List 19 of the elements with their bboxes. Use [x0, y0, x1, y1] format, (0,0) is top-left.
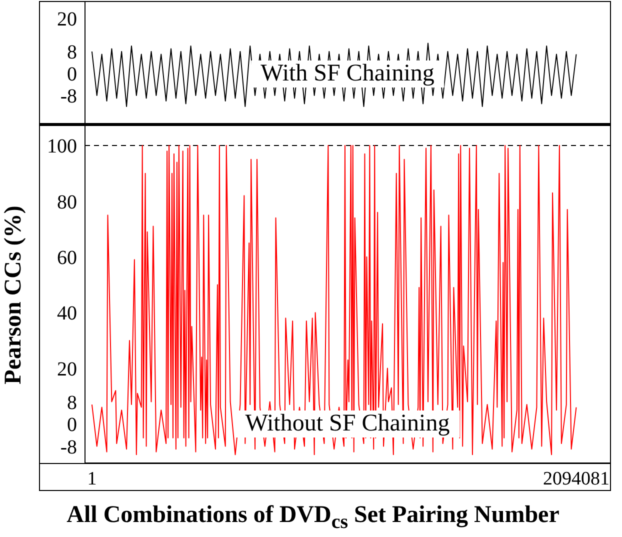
y-tick-label: -8 — [60, 86, 77, 108]
series-label: Without SF Chaining — [235, 410, 460, 438]
y-tick-label: -8 — [60, 436, 77, 458]
y-tick-label: 40 — [57, 302, 77, 325]
y-tick-label: 20 — [57, 8, 77, 31]
y-tick-label: 80 — [57, 191, 77, 214]
y-tick-label: 20 — [57, 358, 77, 380]
x-tick-label: 1 — [87, 468, 97, 490]
y-axis-title: Pearson CCs (%) — [0, 205, 28, 384]
x-axis-title: All Combinations of DVD$_{cs}$ Set Pairing Number — [66, 502, 560, 534]
x-tick-label: 2094081 — [543, 468, 610, 490]
y-tick-label: 100 — [47, 136, 77, 158]
y-tick-label: 60 — [57, 247, 77, 269]
y-tick-label: 0 — [67, 64, 77, 86]
y-tick-label: 8 — [67, 392, 77, 414]
y-tick-label: 8 — [67, 42, 77, 64]
series-label: With SF Chaining — [250, 60, 444, 87]
line-series — [91, 144, 577, 456]
y-tick-label: 0 — [67, 414, 77, 436]
